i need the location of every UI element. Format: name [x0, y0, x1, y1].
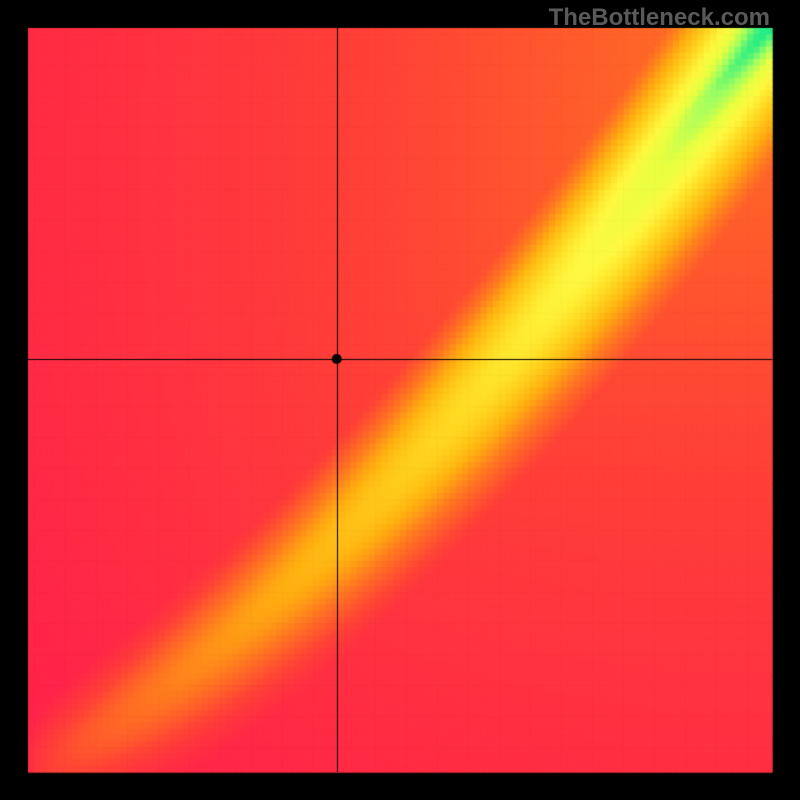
- bottleneck-heatmap: [0, 0, 800, 800]
- watermark-text: TheBottleneck.com: [549, 4, 770, 32]
- chart-container: TheBottleneck.com: [0, 0, 800, 800]
